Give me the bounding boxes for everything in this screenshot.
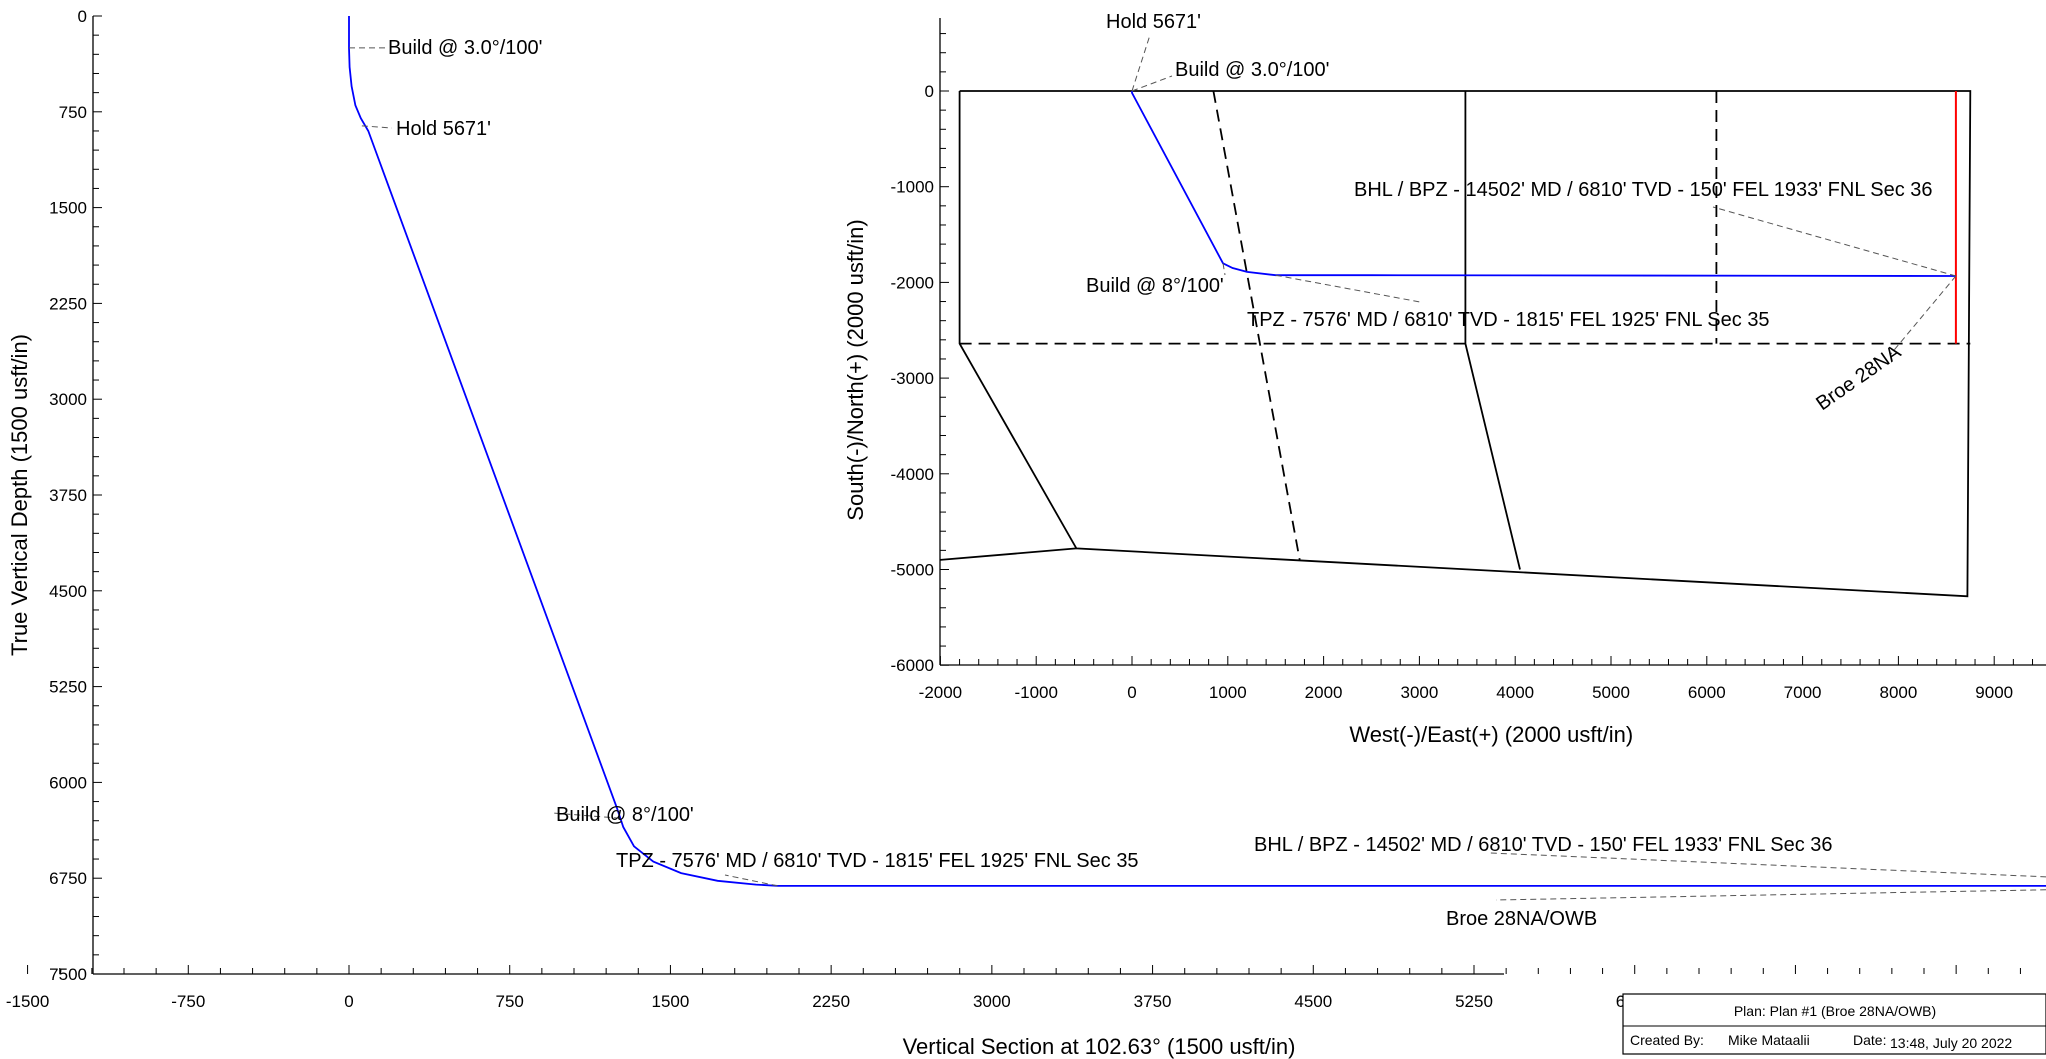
vs-x-axis-title: Vertical Section at 102.63° (1500 usft/i… bbox=[903, 1034, 1296, 1059]
vs-hold-leader bbox=[361, 125, 393, 129]
vs-x-tick-label: 4500 bbox=[1294, 992, 1332, 1011]
title-block: Plan: Plan #1 (Broe 28NA/OWB) Created By… bbox=[1622, 993, 2046, 1055]
plan-build-8-annotation: Build @ 8°/100' bbox=[1086, 275, 1224, 297]
vs-x-tick-label: 3750 bbox=[1134, 992, 1172, 1011]
vs-x-tick-label: 5250 bbox=[1455, 992, 1493, 1011]
plan-x-axis-title: West(-)/East(+) (2000 usft/in) bbox=[1349, 722, 1633, 747]
plan-y-tick-label: 0 bbox=[925, 82, 934, 101]
plan-x-tick-label: 1000 bbox=[1209, 683, 1247, 702]
plan-view-plot: 0 -1000 -2000 -3000 -4000 -5000 -6000 -2000 -100… bbox=[843, 11, 2046, 747]
vs-y-tick-label: 3750 bbox=[49, 486, 87, 505]
vs-y-tick-label: 2250 bbox=[49, 294, 87, 313]
plan-x-tick-label: 0 bbox=[1127, 683, 1136, 702]
plan-y-axis-title: South(-)/North(+) (2000 usft/in) bbox=[843, 219, 868, 520]
title-block-created-by-label: Created By: bbox=[1630, 1032, 1704, 1048]
vs-build-8-annotation: Build @ 8°/100' bbox=[556, 804, 694, 826]
vs-bhl-leader bbox=[1489, 852, 2046, 878]
plan-y-tick-label: -2000 bbox=[891, 273, 934, 292]
vs-y-tick-label: 1500 bbox=[49, 199, 87, 218]
plan-x-tick-label: 2000 bbox=[1305, 683, 1343, 702]
plan-x-tick-label: 6000 bbox=[1688, 683, 1726, 702]
vs-build-8-leader bbox=[551, 812, 621, 819]
plan-broe-leader bbox=[1889, 275, 1957, 356]
plan-x-tick-label: -1000 bbox=[1014, 683, 1057, 702]
plan-hold-leader bbox=[1131, 34, 1151, 92]
vs-y-tick-label: 0 bbox=[78, 7, 87, 26]
vs-tpz-annotation: TPZ - 7576' MD / 6810' TVD - 1815' FEL 1… bbox=[616, 850, 1139, 872]
plan-x-tick-label: 3000 bbox=[1400, 683, 1438, 702]
plan-build-8-leader bbox=[1222, 263, 1226, 276]
plan-tpz-annotation: TPZ - 7576' MD / 6810' TVD - 1815' FEL 1… bbox=[1247, 309, 1770, 331]
plan-bhl-leader bbox=[1712, 206, 1957, 277]
vs-x-tick-label: 0 bbox=[344, 992, 353, 1011]
vs-x-tick-label: 750 bbox=[496, 992, 524, 1011]
vs-x-tick-label: -1500 bbox=[6, 992, 49, 1011]
plan-x-tick-label: 7000 bbox=[1784, 683, 1822, 702]
title-block-plan: Plan: Plan #1 (Broe 28NA/OWB) bbox=[1734, 1003, 1936, 1019]
vs-y-tick-label: 5250 bbox=[49, 678, 87, 697]
plan-y-tick-label: -4000 bbox=[891, 465, 934, 484]
plan-x-tick-label: -2000 bbox=[919, 683, 962, 702]
plan-lease-line bbox=[940, 547, 1077, 561]
vs-bhl-annotation: BHL / BPZ - 14502' MD / 6810' TVD - 150'… bbox=[1254, 834, 1833, 856]
vertical-section-plot: 0750150022503000375045005250600067507500… bbox=[6, 7, 2046, 1059]
vs-tpz-leader bbox=[724, 874, 778, 887]
vs-x-tick-label: 3000 bbox=[973, 992, 1011, 1011]
vs-broe-annotation: Broe 28NA/OWB bbox=[1446, 908, 1597, 930]
vs-y-tick-label: 6000 bbox=[49, 773, 87, 792]
vs-x-tick-label: -750 bbox=[171, 992, 205, 1011]
vs-build-3-annotation: Build @ 3.0°/100' bbox=[388, 37, 542, 59]
vs-y-tick-label: 7500 bbox=[49, 965, 87, 984]
plan-x-tick-label: 5000 bbox=[1592, 683, 1630, 702]
vs-y-tick-label: 750 bbox=[59, 103, 87, 122]
vs-y-axis-title: True Vertical Depth (1500 usft/in) bbox=[7, 334, 32, 656]
title-block-date: 13:48, July 20 2022 bbox=[1890, 1035, 2012, 1051]
plan-y-tick-label: -3000 bbox=[891, 369, 934, 388]
title-block-date-label: Date: bbox=[1853, 1032, 1886, 1048]
plan-broe-label: Broe 28NA bbox=[1812, 341, 1905, 416]
vs-x-tick-label: 1500 bbox=[652, 992, 690, 1011]
plan-build-3-annotation: Build @ 3.0°/100' bbox=[1175, 59, 1329, 81]
plan-y-tick-label: -1000 bbox=[891, 178, 934, 197]
plan-x-tick-label: 8000 bbox=[1879, 683, 1917, 702]
plan-x-tick-label: 9000 bbox=[1975, 683, 2013, 702]
vs-y-tick-label: 4500 bbox=[49, 582, 87, 601]
vs-y-tick-label: 6750 bbox=[49, 869, 87, 888]
plan-y-tick-label: -6000 bbox=[891, 656, 934, 675]
plan-tpz-leader bbox=[1275, 274, 1421, 303]
plan-build-3-leader bbox=[1131, 75, 1173, 92]
plan-lease-line bbox=[958, 90, 1972, 598]
vs-x-tick-label: 2250 bbox=[812, 992, 850, 1011]
plan-dashed-section-line bbox=[1212, 90, 1301, 561]
title-block-created-by: Mike Mataalii bbox=[1728, 1032, 1810, 1048]
vs-broe-leader bbox=[1495, 889, 2046, 901]
vs-y-tick-label: 3000 bbox=[49, 390, 87, 409]
plan-bhl-annotation: BHL / BPZ - 14502' MD / 6810' TVD - 150'… bbox=[1354, 179, 1933, 201]
title-block-frame bbox=[1622, 993, 2046, 1055]
plan-x-tick-label: 4000 bbox=[1496, 683, 1534, 702]
vs-wellbore-path-line bbox=[348, 16, 2046, 887]
plan-wellbore-path-line bbox=[1131, 91, 1956, 277]
plan-y-tick-label: -5000 bbox=[891, 561, 934, 580]
vs-hold-annotation: Hold 5671' bbox=[396, 118, 491, 140]
plan-hold-annotation: Hold 5671' bbox=[1106, 11, 1201, 33]
